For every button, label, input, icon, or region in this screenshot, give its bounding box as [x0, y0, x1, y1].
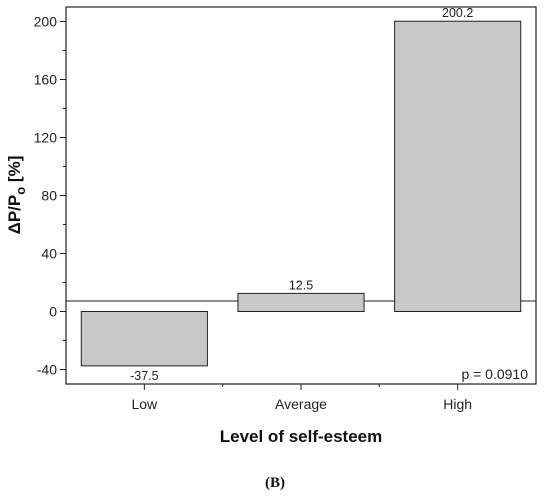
x-tick-label: Low — [131, 396, 158, 412]
data-labels: -37.5 12.5 200.2 — [130, 6, 473, 383]
x-tick-label: High — [443, 396, 472, 412]
y-tick-label: -40 — [37, 362, 57, 378]
data-label: -37.5 — [130, 369, 159, 383]
y-axis: -40 0 40 80 120 160 200 — [34, 14, 66, 378]
x-axis: Low Average High — [131, 384, 472, 412]
bars — [80, 20, 522, 367]
data-label: 12.5 — [289, 278, 313, 292]
y-axis-title-subscript: o — [13, 187, 28, 195]
y-tick-label: 80 — [41, 188, 57, 204]
data-label: 200.2 — [442, 6, 473, 20]
bar-low — [80, 311, 208, 367]
y-tick-label: 0 — [49, 304, 57, 320]
y-tick-label: 160 — [34, 72, 58, 88]
bar-high — [394, 20, 522, 313]
panel-label: (B) — [265, 475, 285, 491]
y-tick-label: 120 — [34, 130, 58, 146]
y-tick-label: 40 — [41, 246, 57, 262]
x-tick-label: Average — [275, 396, 327, 412]
bar-average — [237, 292, 365, 312]
p-value-annotation: p = 0.0910 — [461, 366, 528, 382]
y-axis-title-suffix: [%] — [5, 156, 24, 187]
x-axis-title: Level of self-esteem — [220, 427, 383, 446]
y-axis-title: ΔP/Po [%] — [5, 156, 28, 235]
y-tick-label: 200 — [34, 14, 58, 30]
